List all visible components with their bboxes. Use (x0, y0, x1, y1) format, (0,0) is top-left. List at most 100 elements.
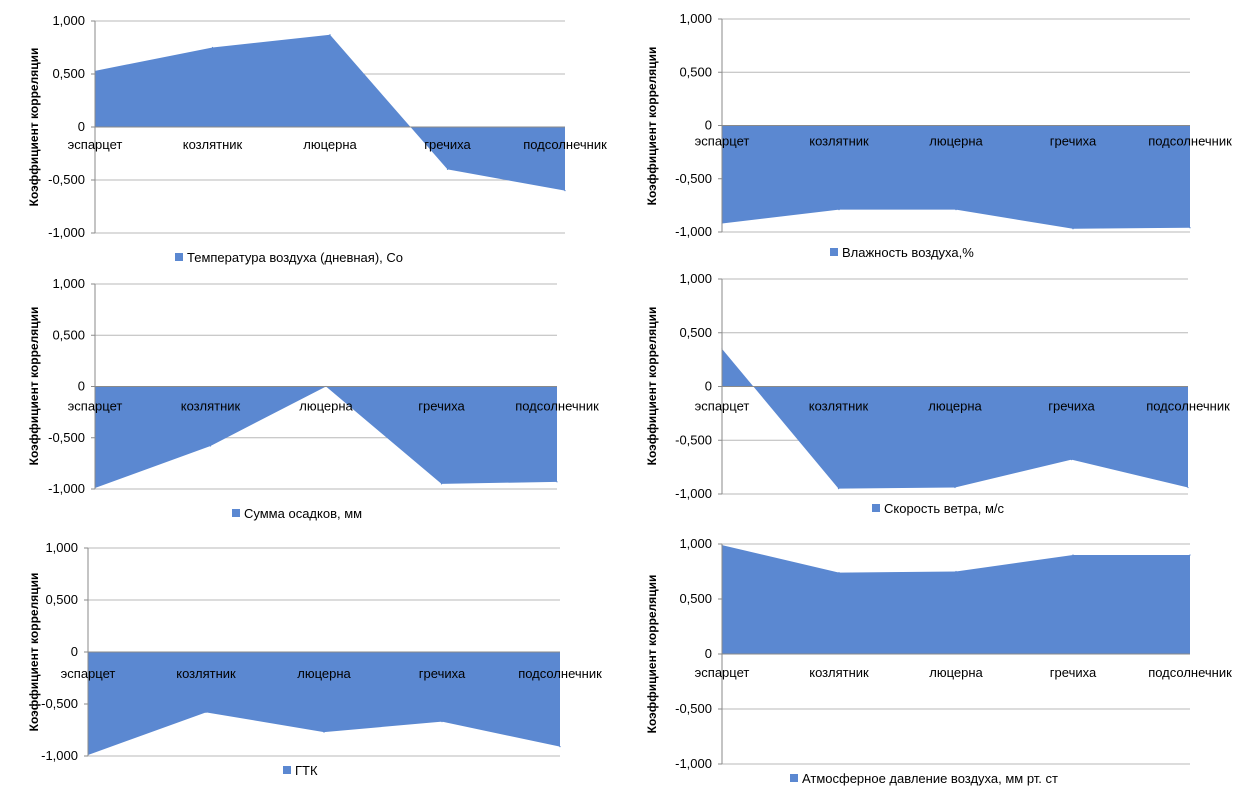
area-series (88, 652, 560, 755)
y-tick-label: 0,500 (52, 327, 85, 342)
data-point-3 (955, 570, 957, 573)
data-point-4 (1072, 228, 1074, 230)
data-point-2 (209, 445, 212, 447)
y-tick-label: 0 (705, 646, 712, 661)
area-series (722, 545, 1190, 654)
y-tick-label: 1,000 (45, 540, 78, 555)
category-label: подсолнечник (1148, 134, 1232, 149)
legend-swatch (175, 253, 183, 261)
category-label: козлятник (181, 399, 241, 414)
y-tick-label: 0,500 (679, 64, 712, 79)
category-label: эспарцет (68, 399, 123, 414)
area-series (722, 348, 1188, 489)
y-tick-label: 0 (705, 379, 712, 394)
category-label: козлятник (809, 665, 869, 680)
legend-label: Температура воздуха (дневная), Co (187, 250, 403, 265)
data-point-2 (838, 209, 840, 211)
data-point-4 (446, 168, 449, 170)
category-label: гречиха (1050, 665, 1097, 680)
legend: Скорость ветра, м/с (872, 501, 1004, 516)
y-tick-label: -1,000 (41, 748, 78, 763)
category-label: эспарцет (695, 134, 750, 149)
y-tick-label: 1,000 (679, 271, 712, 286)
chart-1: 1,000 0,500 0 -0,500 -1,000 эспарцет козлятник… (27, 13, 607, 265)
y-tick-label: 0,500 (52, 66, 85, 81)
y-tick-label: 1,000 (52, 276, 85, 291)
data-point-5 (559, 746, 561, 748)
category-label: подсолнечник (518, 666, 602, 681)
y-tick-label: -0,500 (48, 430, 85, 445)
chart-4: 1,000 0,500 0 -0,500 -1,000 эспарцет козлятник… (645, 271, 1230, 516)
data-point-5 (1189, 554, 1191, 556)
data-point-2 (211, 46, 214, 49)
y-axis-title: Коэффициент корреляции (645, 47, 659, 206)
data-point-5 (564, 190, 566, 192)
category-label: люцерна (928, 399, 982, 414)
data-point-3 (955, 209, 957, 211)
data-point-2 (205, 711, 207, 713)
category-label: люцерна (929, 134, 983, 149)
category-label: подсолнечник (1146, 399, 1230, 414)
category-label: гречиха (419, 666, 466, 681)
legend: ГТК (283, 763, 318, 778)
y-tick-label: 0 (71, 644, 78, 659)
y-tick-label: -0,500 (48, 172, 85, 187)
data-point-4 (440, 483, 443, 485)
y-tick-label: 1,000 (679, 536, 712, 551)
category-label: подсолнечник (523, 137, 607, 152)
category-label: люцерна (297, 666, 351, 681)
legend: Температура воздуха (дневная), Co (175, 250, 403, 265)
y-axis-title: Коэффициент корреляции (645, 575, 659, 734)
area-series (95, 34, 565, 191)
legend-swatch (872, 504, 880, 512)
category-label: люцерна (929, 665, 983, 680)
legend-label: Сумма осадков, мм (244, 506, 362, 521)
data-point-4 (1072, 554, 1074, 556)
data-point-4 (1070, 459, 1073, 461)
y-tick-label: 0 (78, 119, 85, 134)
category-label: козлятник (176, 666, 236, 681)
area-series (95, 386, 557, 488)
data-point-5 (1189, 227, 1191, 229)
data-point-5 (556, 481, 558, 483)
category-label: козлятник (183, 137, 243, 152)
y-tick-label: -1,000 (48, 225, 85, 240)
legend-label: ГТК (295, 763, 318, 778)
category-label: козлятник (809, 134, 869, 149)
data-point-3 (329, 34, 331, 36)
y-tick-label: 1,000 (52, 13, 85, 28)
y-tick-label: -1,000 (675, 486, 712, 501)
chart-3: 1,000 0,500 0 -0,500 -1,000 эспарцет козлятник… (27, 276, 599, 521)
legend: Сумма осадков, мм (232, 506, 362, 521)
category-label: гречиха (418, 399, 465, 414)
y-axis-title: Коэффициент корреляции (27, 48, 41, 207)
y-tick-label: 0 (705, 118, 712, 133)
y-tick-label: -0,500 (675, 171, 712, 186)
y-axis-title: Коэффициент корреляции (645, 307, 659, 466)
y-tick-label: 0,500 (679, 591, 712, 606)
legend-label: Атмосферное давление воздуха, мм рт. ст (802, 771, 1058, 786)
legend-swatch (232, 509, 240, 517)
category-label: эспарцет (68, 137, 123, 152)
category-label: эспарцет (61, 666, 116, 681)
chart-5: 1,000 0,500 0 -0,500 -1,000 эспарцет козлятник… (27, 540, 602, 778)
data-point-3 (954, 486, 956, 489)
category-label: гречиха (1050, 134, 1097, 149)
data-point-4 (441, 721, 443, 723)
y-tick-label: 0 (78, 379, 85, 394)
legend: Атмосферное давление воздуха, мм рт. ст (790, 771, 1058, 786)
y-tick-label: -0,500 (41, 696, 78, 711)
legend-swatch (283, 766, 291, 774)
legend-swatch (790, 774, 798, 782)
legend-swatch (830, 248, 838, 256)
category-label: подсолнечник (515, 399, 599, 414)
category-label: подсолнечник (1148, 665, 1232, 680)
area-series (722, 125, 1190, 229)
category-label: гречиха (424, 137, 471, 152)
y-tick-label: -0,500 (675, 701, 712, 716)
category-label: люцерна (303, 137, 357, 152)
category-label: люцерна (299, 399, 353, 414)
y-tick-label: 0,500 (679, 325, 712, 340)
y-tick-label: -1,000 (48, 481, 85, 496)
